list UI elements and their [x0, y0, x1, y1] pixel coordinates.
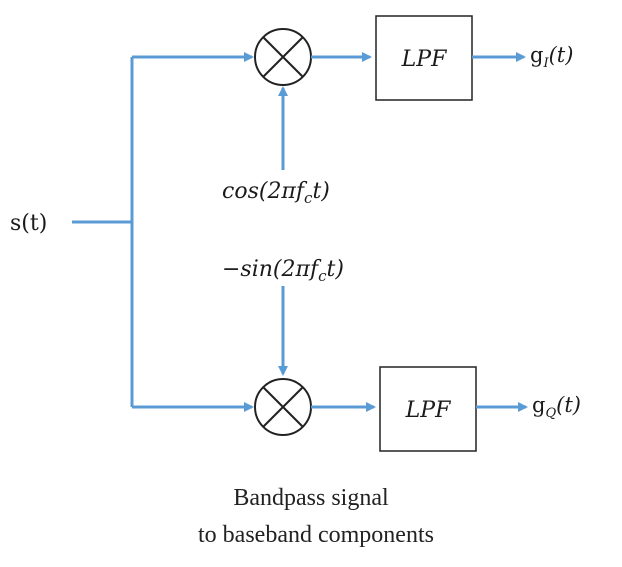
bottom-lpf-label: LPF — [405, 398, 451, 423]
caption-line-2: to baseband components — [198, 522, 434, 548]
output-gq-label: gQ(t) — [532, 393, 581, 421]
top-mixer — [254, 28, 312, 86]
bottom-lpf-box — [379, 366, 477, 452]
sin-oscillator-label: −sin(2πfct) — [222, 257, 344, 285]
top-lpf-label: LPF — [401, 47, 447, 72]
caption-line-1: Bandpass signal — [233, 485, 389, 511]
input-signal-label: s(t) — [10, 211, 47, 236]
output-gi-label: gI(t) — [530, 43, 573, 71]
bottom-mixer — [254, 378, 312, 436]
top-lpf-box — [375, 15, 473, 101]
cos-oscillator-label: cos(2πfct) — [222, 179, 330, 207]
